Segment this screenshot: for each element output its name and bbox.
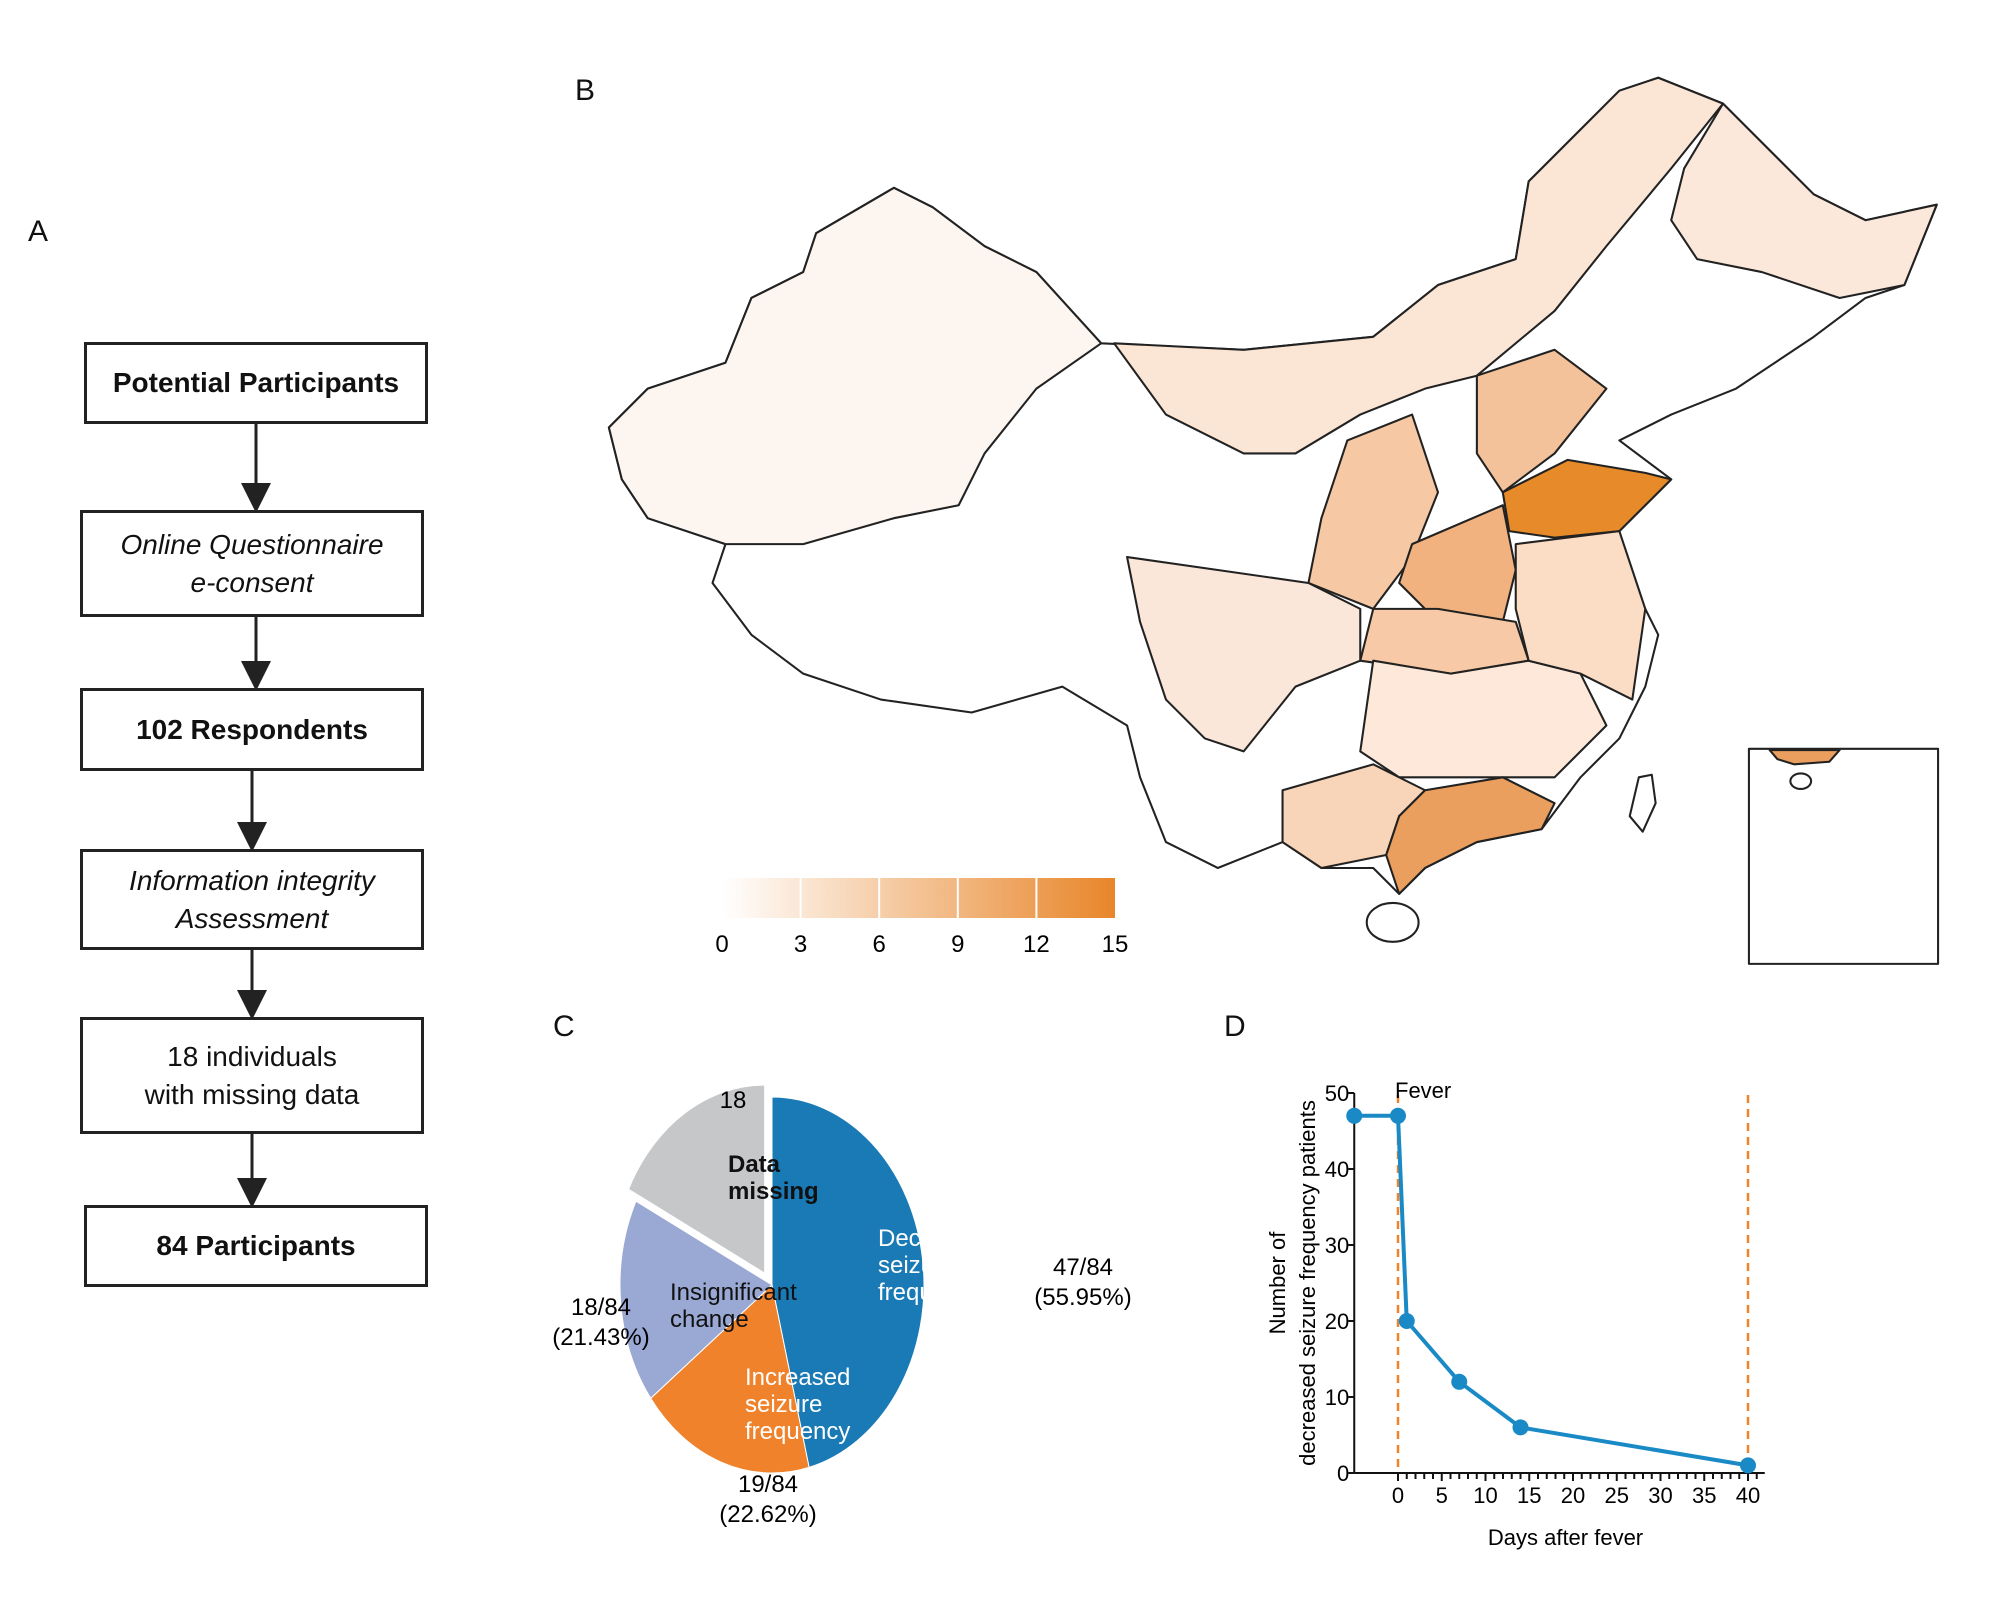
data-point <box>1451 1373 1468 1390</box>
panel-label-a: A <box>28 215 49 248</box>
x-axis-label: Days after fever <box>1488 1525 1643 1550</box>
flowchart-step-text: Information integrity <box>129 864 375 896</box>
flowchart-step: Potential Participants <box>84 342 428 424</box>
colorbar-tick-label: 9 <box>951 931 964 958</box>
x-tick-label: 10 <box>1473 1483 1497 1508</box>
flowchart-step: 102 Respondents <box>80 688 424 771</box>
x-tick-label: 35 <box>1692 1483 1716 1508</box>
region-hainan <box>1365 901 1420 943</box>
fever-annotation: Fever <box>1395 1078 1451 1103</box>
pie-slice-annotation: 19/84 (22.62%) <box>719 1471 816 1528</box>
region-inner-mongolia <box>1113 76 1725 455</box>
data-point <box>1740 1457 1756 1474</box>
y-axis-label: Number of decreased seizure frequency pat… <box>1265 1100 1320 1466</box>
inset-island <box>1789 772 1813 790</box>
pie-slice-annotation: 18/84 (21.43%) <box>552 1294 649 1351</box>
y-tick-label: 30 <box>1325 1233 1349 1258</box>
pie-slice <box>619 1200 773 1400</box>
y-tick-label: 40 <box>1325 1157 1349 1182</box>
y-tick-label: 0 <box>1337 1461 1349 1486</box>
x-tick-label: 0 <box>1392 1483 1404 1508</box>
flowchart-step-text: 18 individuals <box>167 1040 337 1072</box>
flowchart-step: Information integrity Assessment <box>80 849 424 950</box>
pie-slice-label: Insignificant change <box>670 1279 797 1333</box>
region-south-central <box>1359 659 1608 779</box>
pie-chart: Decreased seizure frequency 47/84 (55.95%) In… <box>552 1084 1132 1528</box>
flowchart-step-text: Assessment <box>175 902 329 934</box>
x-tick-label: 30 <box>1648 1483 1672 1508</box>
y-tick-label: 50 <box>1325 1081 1349 1106</box>
pie-slice-label: Increased seizure frequency <box>745 1364 850 1445</box>
colorbar-tick-label: 15 <box>1102 931 1129 958</box>
series-line <box>1354 1113 1749 1468</box>
flowchart-step-text: 102 Respondents <box>136 713 368 745</box>
x-tick-label: 25 <box>1605 1483 1629 1508</box>
flowchart-arrows <box>237 424 271 1208</box>
y-tick-label: 20 <box>1325 1309 1349 1334</box>
colorbar-tick-label: 12 <box>1023 931 1050 958</box>
colorbar: 0 3 6 9 12 15 <box>715 878 1128 958</box>
south-china-sea-inset <box>1747 747 1940 965</box>
x-tick-label: 20 <box>1561 1483 1585 1508</box>
region-xinjiang <box>607 186 1103 546</box>
region-sichuan <box>1126 556 1362 753</box>
data-point <box>1398 1313 1415 1329</box>
region-heilongjiang <box>1670 102 1938 300</box>
x-tick-label: 5 <box>1436 1483 1448 1508</box>
colorbar-tick-label: 3 <box>794 931 807 958</box>
panel-label-c: C <box>553 1010 575 1043</box>
pie-slice <box>771 1096 925 1468</box>
flowchart-step-text: e-consent <box>190 566 314 598</box>
panel-label-b: B <box>575 74 596 107</box>
region-hebei <box>1475 348 1608 494</box>
flowchart-step-text: Potential Participants <box>112 367 400 398</box>
china-choropleth-map <box>607 76 1940 965</box>
region-guangdong <box>1385 776 1556 895</box>
flowchart-step-text: 84 Participants <box>156 1230 356 1261</box>
inset-coast <box>1768 749 1841 766</box>
pie-slice-label: Data missing <box>728 1151 819 1205</box>
y-tick-label: 10 <box>1325 1385 1349 1410</box>
line-chart: 0 10 20 30 40 50 0 5 10 15 20 25 30 35 40 Days after fe… <box>1265 1078 1765 1550</box>
x-tick-label: 40 <box>1736 1483 1760 1508</box>
colorbar-gradient <box>722 878 1115 918</box>
pie-slice-label: Decreased seizure frequency <box>878 1225 994 1306</box>
flowchart-step: 18 individuals with missing data <box>80 1017 424 1134</box>
flowchart-step-text: with missing data <box>144 1078 360 1110</box>
region-east-coast <box>1514 530 1647 701</box>
pie-slice-annotation: 18 <box>720 1087 747 1114</box>
data-point <box>1390 1107 1406 1124</box>
region-shandong <box>1501 458 1673 539</box>
pie-slice <box>650 1284 810 1474</box>
pie-slice <box>627 1084 766 1274</box>
panel-label-d: D <box>1224 1010 1246 1043</box>
flowchart-step: 84 Participants <box>84 1205 428 1287</box>
data-point <box>1512 1419 1529 1436</box>
flowchart-step-text: Online Questionnaire <box>120 528 384 560</box>
colorbar-tick-label: 0 <box>715 931 728 958</box>
flowchart-step: Online Questionnaire e-consent <box>80 510 424 617</box>
colorbar-tick-label: 6 <box>873 931 886 958</box>
region-taiwan <box>1628 773 1657 833</box>
data-point <box>1346 1107 1363 1124</box>
x-tick-label: 15 <box>1517 1483 1541 1508</box>
pie-slice-annotation: 47/84 (55.95%) <box>1034 1254 1131 1311</box>
